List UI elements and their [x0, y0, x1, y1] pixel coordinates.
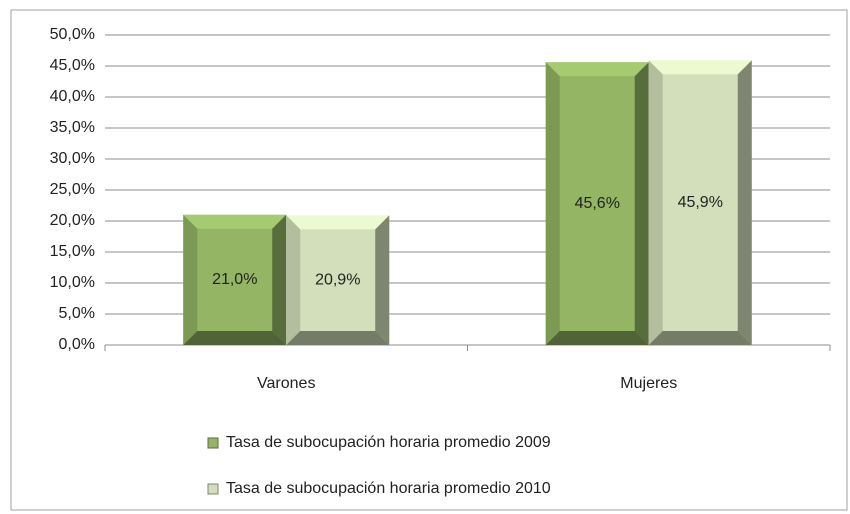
bar-bevel — [648, 60, 663, 346]
x-tick-label: Mujeres — [620, 375, 677, 392]
bar-bevel — [272, 214, 287, 345]
legend-label: Tasa de subocupación horaria promedio 20… — [226, 434, 551, 451]
value-label: 45,9% — [678, 194, 723, 211]
bar-bevel — [286, 215, 301, 345]
bar-bevel — [737, 60, 752, 346]
value-label: 20,9% — [315, 271, 360, 288]
y-tick-label: 30,0% — [50, 150, 95, 167]
value-label: 45,6% — [575, 195, 620, 212]
y-tick-label: 20,0% — [50, 212, 95, 229]
bar — [183, 214, 287, 345]
bar-bevel — [183, 214, 287, 229]
bar — [286, 215, 390, 345]
bar-bevel — [286, 215, 390, 230]
bar-bevel — [375, 215, 390, 345]
bar-bevel — [545, 62, 649, 77]
value-label: 21,0% — [212, 271, 257, 288]
bar-bevel — [545, 331, 649, 345]
y-tick-label: 50,0% — [50, 26, 95, 43]
bar — [648, 60, 752, 346]
bar-bevel — [286, 331, 390, 345]
bar-bevel — [183, 214, 198, 345]
legend-label: Tasa de subocupación horaria promedio 20… — [226, 480, 551, 497]
legend-swatch — [207, 483, 219, 495]
bar-bevel — [634, 62, 649, 345]
bar-bevel — [545, 62, 560, 345]
y-tick-label: 15,0% — [50, 243, 95, 260]
legend-swatch — [207, 437, 219, 449]
bar-bevel — [648, 331, 752, 345]
y-tick-label: 0,0% — [59, 336, 95, 353]
bar — [545, 62, 649, 345]
y-tick-label: 10,0% — [50, 274, 95, 291]
y-tick-label: 5,0% — [59, 305, 95, 322]
y-tick-label: 40,0% — [50, 88, 95, 105]
y-tick-label: 25,0% — [50, 181, 95, 198]
y-tick-label: 45,0% — [50, 57, 95, 74]
x-tick-label: Varones — [257, 375, 315, 392]
y-tick-label: 35,0% — [50, 119, 95, 136]
bar-bevel — [183, 331, 287, 345]
bar-bevel — [648, 60, 752, 75]
